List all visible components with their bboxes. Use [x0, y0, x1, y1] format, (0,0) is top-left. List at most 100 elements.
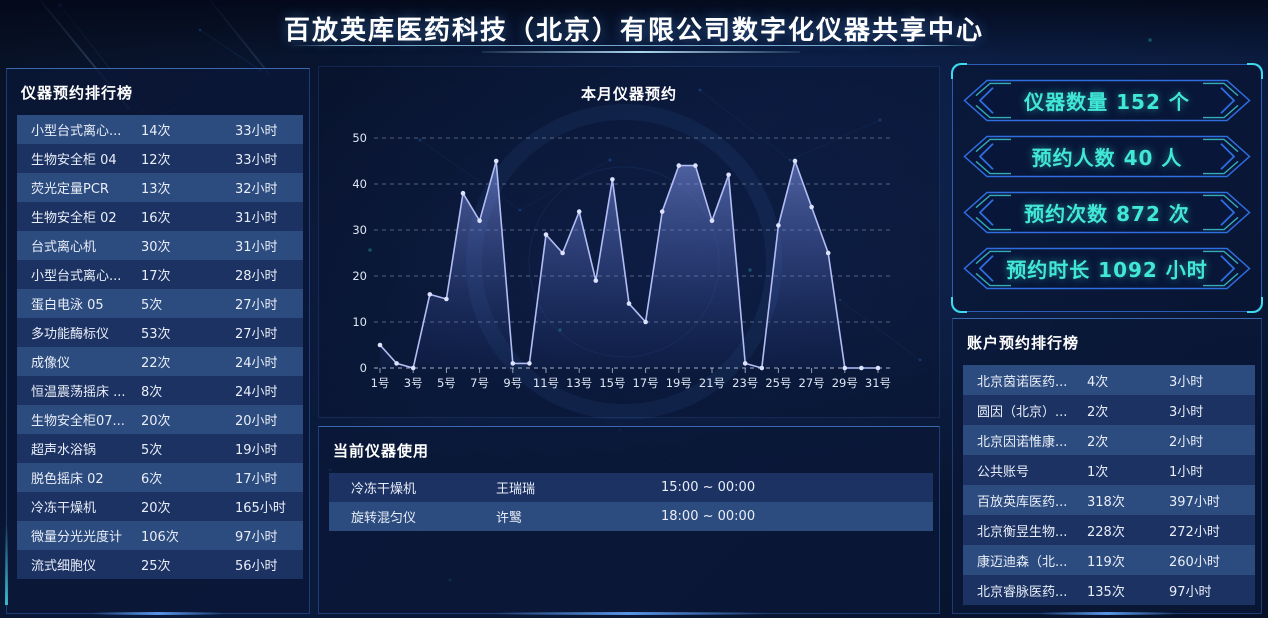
reservation-hours: 19小时	[235, 443, 278, 458]
instrument-name: 脱色摇床 02	[31, 472, 104, 487]
reservation-line-chart: 0 10 20 30 40 50 1号 3号 5号 7号 9号 11号 13号 15号 17号 19号 21号 2…	[352, 104, 894, 419]
svg-text:23号: 23号	[732, 376, 758, 390]
svg-text:20: 20	[352, 269, 367, 283]
instrument-name: 台式离心机	[31, 240, 97, 255]
stat-badge: 预约人数 40 人	[963, 135, 1251, 178]
svg-text:7号: 7号	[470, 376, 489, 390]
table-row: 脱色摇床 02 6次 17小时	[17, 463, 303, 492]
table-row: 恒温震荡摇床 ... 8次 24小时	[17, 376, 303, 405]
table-row: 北京睿脉医药... 135次 97小时	[963, 575, 1255, 605]
reservation-count: 1次	[1087, 464, 1109, 480]
svg-text:25号: 25号	[765, 376, 791, 390]
stat-badge-label: 预约人数 40 人	[1031, 146, 1183, 170]
svg-text:30: 30	[352, 223, 367, 237]
current-usage-panel: 当前仪器使用 冷冻干燥机 王瑞瑞 15:00 ~ 00:00 旋转混匀仪 许鹥 18:00…	[318, 426, 940, 615]
svg-text:27号: 27号	[799, 376, 825, 390]
svg-text:11号: 11号	[533, 376, 559, 390]
instrument-name: 超声水浴锅	[31, 443, 97, 458]
table-row: 旋转混匀仪 许鹥 18:00 ~ 00:00	[329, 502, 933, 531]
table-row: 荧光定量PCR 13次 32小时	[17, 173, 303, 202]
table-row: 超声水浴锅 5次 19小时	[17, 434, 303, 463]
current-usage-title: 当前仪器使用	[333, 442, 430, 460]
reservation-hours: 165小时	[235, 501, 286, 516]
reservation-hours: 97小时	[235, 530, 278, 545]
badge-hexagon-shape	[963, 79, 1251, 122]
svg-text:15号: 15号	[599, 376, 625, 390]
instrument-name: 冷冻干燥机	[31, 501, 97, 516]
panel-bottom-accent	[492, 612, 766, 615]
reservation-count: 5次	[141, 298, 163, 313]
reservation-count: 106次	[141, 530, 179, 545]
panel-bottom-accent	[91, 612, 225, 615]
reservation-hours: 260小时	[1169, 554, 1220, 570]
account-name: 百放英库医药...	[977, 494, 1068, 510]
reservation-count: 119次	[1087, 554, 1125, 570]
account-name: 康迈迪森（北...	[977, 554, 1068, 570]
chart-title: 本月仪器预约	[580, 85, 677, 103]
instrument-name: 旋转混匀仪	[351, 511, 417, 526]
instrument-name: 生物安全柜 02	[31, 211, 117, 226]
reservation-hours: 272小时	[1169, 524, 1220, 540]
chart-panel: 0 10 20 30 40 50 1号 3号 5号 7号 9号 11号 13号 15号 17号 19号 21号 2…	[318, 66, 940, 419]
reservation-hours: 17小时	[235, 472, 278, 487]
reservation-hours: 33小时	[235, 153, 278, 168]
account-name: 北京睿脉医药...	[977, 584, 1068, 600]
reservation-count: 228次	[1087, 524, 1125, 540]
account-name: 圆因（北京）...	[977, 404, 1068, 420]
reservation-count: 4次	[1087, 374, 1109, 390]
table-row: 成像仪 22次 24小时	[17, 347, 303, 376]
reservation-count: 14次	[141, 124, 171, 139]
table-row: 生物安全柜07... 20次 20小时	[17, 405, 303, 434]
reservation-hours: 28小时	[235, 269, 278, 284]
account-name: 公共账号	[977, 464, 1030, 480]
header: 百放英库医药科技（北京）有限公司数字化仪器共享中心	[0, 0, 1268, 58]
reservation-count: 6次	[141, 472, 163, 487]
instrument-name: 冷冻干燥机	[351, 482, 417, 497]
instrument-name: 小型台式离心...	[31, 269, 122, 284]
reservation-count: 13次	[141, 182, 171, 197]
reservation-count: 5次	[141, 443, 163, 458]
page-title: 百放英库医药科技（北京）有限公司数字化仪器共享中心	[283, 16, 984, 46]
instrument-name: 成像仪	[31, 356, 71, 371]
instrument-ranking-title: 仪器预约排行榜	[21, 84, 134, 102]
panel-bottom-accent	[1039, 612, 1175, 615]
table-row: 百放英库医药... 318次 397小时	[963, 485, 1255, 515]
table-row: 生物安全柜 02 16次 31小时	[17, 202, 303, 231]
instrument-name: 生物安全柜 04	[31, 153, 117, 168]
instrument-ranking-table: 小型台式离心... 14次 33小时 生物安全柜 04 12次 33小时 荧光定量PCR 13…	[7, 112, 309, 579]
stat-badge-label: 仪器数量 152 个	[1024, 90, 1190, 114]
stat-badge: 仪器数量 152 个	[963, 79, 1251, 122]
instrument-name: 流式细胞仪	[31, 559, 97, 574]
reservation-count: 17次	[141, 269, 171, 284]
reservation-count: 2次	[1087, 404, 1109, 420]
user-name: 王瑞瑞	[496, 482, 536, 497]
badge-hexagon-shape	[963, 247, 1251, 290]
reservation-hours: 97小时	[1169, 584, 1212, 600]
svg-text:31号: 31号	[865, 376, 891, 390]
reservation-count: 53次	[141, 327, 171, 342]
svg-text:17号: 17号	[633, 376, 659, 390]
instrument-name: 多功能酶标仪	[31, 327, 110, 342]
stats-panel: 仪器数量 152 个预约人数 40 人预约次数 872 次预约时长 1092 小…	[951, 63, 1263, 313]
table-row: 冷冻干燥机 王瑞瑞 15:00 ~ 00:00	[329, 473, 933, 502]
reservation-count: 20次	[141, 501, 171, 516]
reservation-count: 8次	[141, 385, 163, 400]
header-underline-accent	[482, 51, 800, 53]
instrument-ranking-panel: 仪器预约排行榜 小型台式离心... 14次 33小时 生物安全柜 04 12次 33小时荧…	[5, 68, 310, 615]
instrument-name: 生物安全柜07...	[31, 414, 125, 429]
reservation-count: 16次	[141, 211, 171, 226]
table-row: 北京茵诺医药... 4次 3小时	[963, 365, 1255, 395]
instrument-name: 恒温震荡摇床 ...	[31, 385, 126, 400]
reservation-hours: 2小时	[1169, 434, 1204, 450]
usage-time-range: 15:00 ~ 00:00	[661, 480, 756, 495]
user-name: 许鹥	[496, 511, 523, 526]
table-row: 蛋白电泳 05 5次 27小时	[17, 289, 303, 318]
table-row: 流式细胞仪 25次 56小时	[17, 550, 303, 579]
account-name: 北京因诺惟康...	[977, 434, 1068, 450]
reservation-hours: 24小时	[235, 356, 278, 371]
table-row: 康迈迪森（北... 119次 260小时	[963, 545, 1255, 575]
svg-text:40: 40	[352, 177, 367, 191]
svg-text:19号: 19号	[666, 376, 692, 390]
table-row: 小型台式离心... 17次 28小时	[17, 260, 303, 289]
